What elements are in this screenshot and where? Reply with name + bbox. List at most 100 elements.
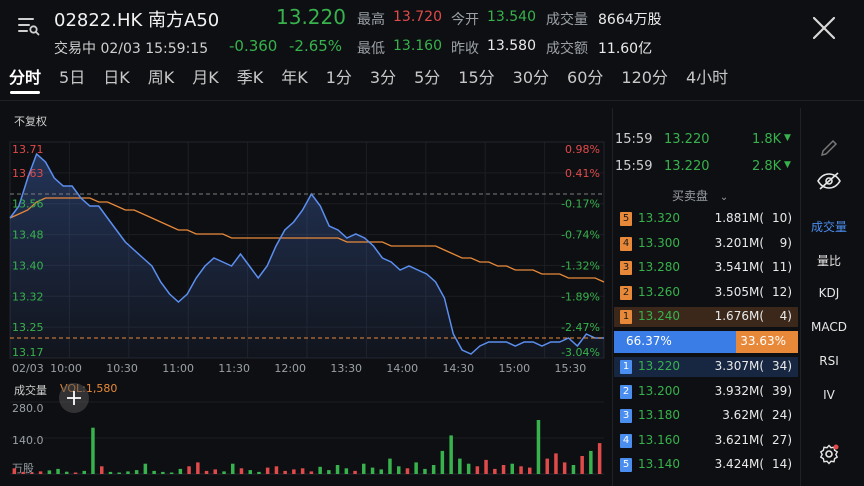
indicator-成交量[interactable]: 成交量	[810, 220, 847, 234]
level-price: 13.200	[638, 383, 680, 398]
tab-0[interactable]: 分时	[0, 62, 50, 96]
x-axis-label: 10:30	[106, 362, 138, 375]
ask-ratio-fill	[736, 331, 798, 353]
bid-row[interactable]: 5 13.140 3.424M(14)	[614, 455, 798, 475]
indicator-macd[interactable]: MACD	[811, 320, 847, 334]
close-icon[interactable]	[810, 14, 838, 42]
volume-value: 8664万股	[598, 12, 662, 28]
level-count: 12)	[772, 284, 792, 299]
level-price: 13.280	[638, 260, 680, 274]
volume-tick: 140.0	[12, 434, 44, 447]
ask-row[interactable]: 2 13.260 3.505M(12)	[614, 283, 798, 303]
tab-8[interactable]: 3分	[369, 68, 397, 87]
volume-bar	[571, 465, 576, 474]
open-value: 13.540	[487, 9, 536, 25]
settings-icon[interactable]	[818, 443, 840, 465]
trade-volume: 1.8K	[752, 132, 782, 147]
panel-divider	[612, 108, 613, 486]
indicator-rsi[interactable]: RSI	[819, 354, 839, 368]
tab-7[interactable]: 1分	[325, 68, 352, 87]
volume-bar	[239, 468, 244, 474]
tab-2[interactable]: 日K	[103, 68, 130, 87]
indicator-iv[interactable]: IV	[823, 388, 835, 402]
pencil-icon[interactable]	[818, 137, 840, 159]
trading-status: 交易中 02/03 15:59:15	[54, 41, 209, 57]
volume-bar	[169, 472, 174, 474]
volume-bar	[562, 462, 567, 474]
price-line	[9, 152, 604, 355]
level-count: 24)	[772, 408, 792, 422]
volume-bar	[379, 469, 383, 474]
menu-icon[interactable]	[16, 14, 40, 38]
volume-bar	[466, 463, 471, 474]
x-axis-label: 13:30	[330, 362, 362, 375]
avg-price-line	[9, 197, 605, 283]
pct-axis-label: -0.17%	[561, 198, 600, 211]
price-change-pct: -2.65%	[289, 37, 343, 55]
volume-bar	[597, 443, 602, 474]
x-axis-label: 15:00	[498, 362, 530, 375]
volume-bar	[100, 466, 104, 474]
period-tabs: 分时 5日 日K 周K 月K 季K 年K 1分 3分 5分 15分 30分 60分 120分 4小时	[0, 62, 864, 96]
volume-bar	[405, 468, 410, 474]
bid-row[interactable]: 4 13.160 3.621M(27)	[614, 431, 798, 451]
crosshair-button[interactable]	[59, 383, 89, 413]
tab-10[interactable]: 15分	[458, 68, 495, 87]
y-axis-label: 13.25	[12, 321, 44, 334]
indicator-量比[interactable]: 量比	[816, 254, 841, 268]
tab-6[interactable]: 年K	[281, 68, 308, 87]
indicator-kdj[interactable]: KDJ	[818, 286, 840, 300]
sell-arrow-icon: ▼	[784, 160, 791, 170]
eye-hidden-icon[interactable]	[816, 170, 842, 192]
tab-13[interactable]: 120分	[621, 68, 668, 87]
volume-bar	[423, 468, 427, 474]
bid-row[interactable]: 3 13.180 3.62M(24)	[614, 406, 798, 426]
volume-bar	[231, 463, 235, 474]
level-count: 4)	[779, 309, 792, 323]
tab-9[interactable]: 5分	[414, 68, 441, 87]
y-axis-label: 13.63	[12, 167, 44, 180]
tab-12[interactable]: 60分	[567, 68, 604, 87]
volume-bar	[580, 456, 584, 474]
side-divider	[800, 108, 801, 486]
open-label: 今开	[451, 12, 479, 28]
tab-14[interactable]: 4小时	[685, 68, 729, 87]
level-count: 39)	[772, 383, 792, 398]
plus-icon	[67, 391, 81, 405]
tabs-divider	[0, 100, 864, 101]
ask-row[interactable]: 4 13.300 3.201M(9)	[614, 234, 798, 254]
volume-bar	[475, 466, 480, 474]
bid-ask-ratio-bar: 66.37% 33.63%	[614, 331, 798, 353]
y-axis-label: 13.32	[12, 290, 44, 303]
level-price: 13.260	[638, 284, 680, 299]
volume-bar	[300, 468, 305, 474]
tab-1[interactable]: 5日	[59, 68, 86, 87]
level-badge: 2	[620, 384, 632, 399]
tab-4[interactable]: 月K	[192, 68, 219, 87]
level-badge: 3	[620, 409, 632, 423]
tab-5[interactable]: 季K	[236, 68, 264, 87]
level-volume: 3.424M(	[714, 457, 764, 471]
ask-row[interactable]: 3 13.280 3.541M(11)	[614, 258, 798, 278]
volume-bar	[222, 471, 226, 474]
level-badge: 4	[620, 433, 632, 448]
volume-bar	[536, 420, 541, 474]
volume-bar	[362, 463, 366, 474]
level-badge: 5	[620, 212, 632, 226]
current-price: 13.220	[276, 5, 346, 29]
pct-axis-label: -1.32%	[561, 259, 600, 272]
ask-row[interactable]: 5 13.320 1.881M(10)	[614, 209, 798, 229]
tab-3[interactable]: 周K	[147, 68, 175, 87]
bid-row[interactable]: 2 13.200 3.932M(39)	[614, 382, 798, 402]
level-badge: 5	[620, 458, 632, 472]
trade-price: 13.220	[664, 132, 710, 147]
level-price: 13.240	[638, 309, 680, 323]
volume-bar	[265, 467, 270, 474]
orderbook-title[interactable]: 买卖盘 ⌄	[672, 187, 728, 204]
level-price: 13.220	[638, 359, 680, 373]
volume-bar	[344, 468, 349, 474]
adjust-mode-label[interactable]: 不复权	[14, 115, 47, 128]
ask-row[interactable]: 1 13.240 1.676M(4)	[614, 307, 798, 327]
bid-row[interactable]: 1 13.220 3.307M(34)	[614, 357, 798, 377]
tab-11[interactable]: 30分	[512, 68, 550, 87]
